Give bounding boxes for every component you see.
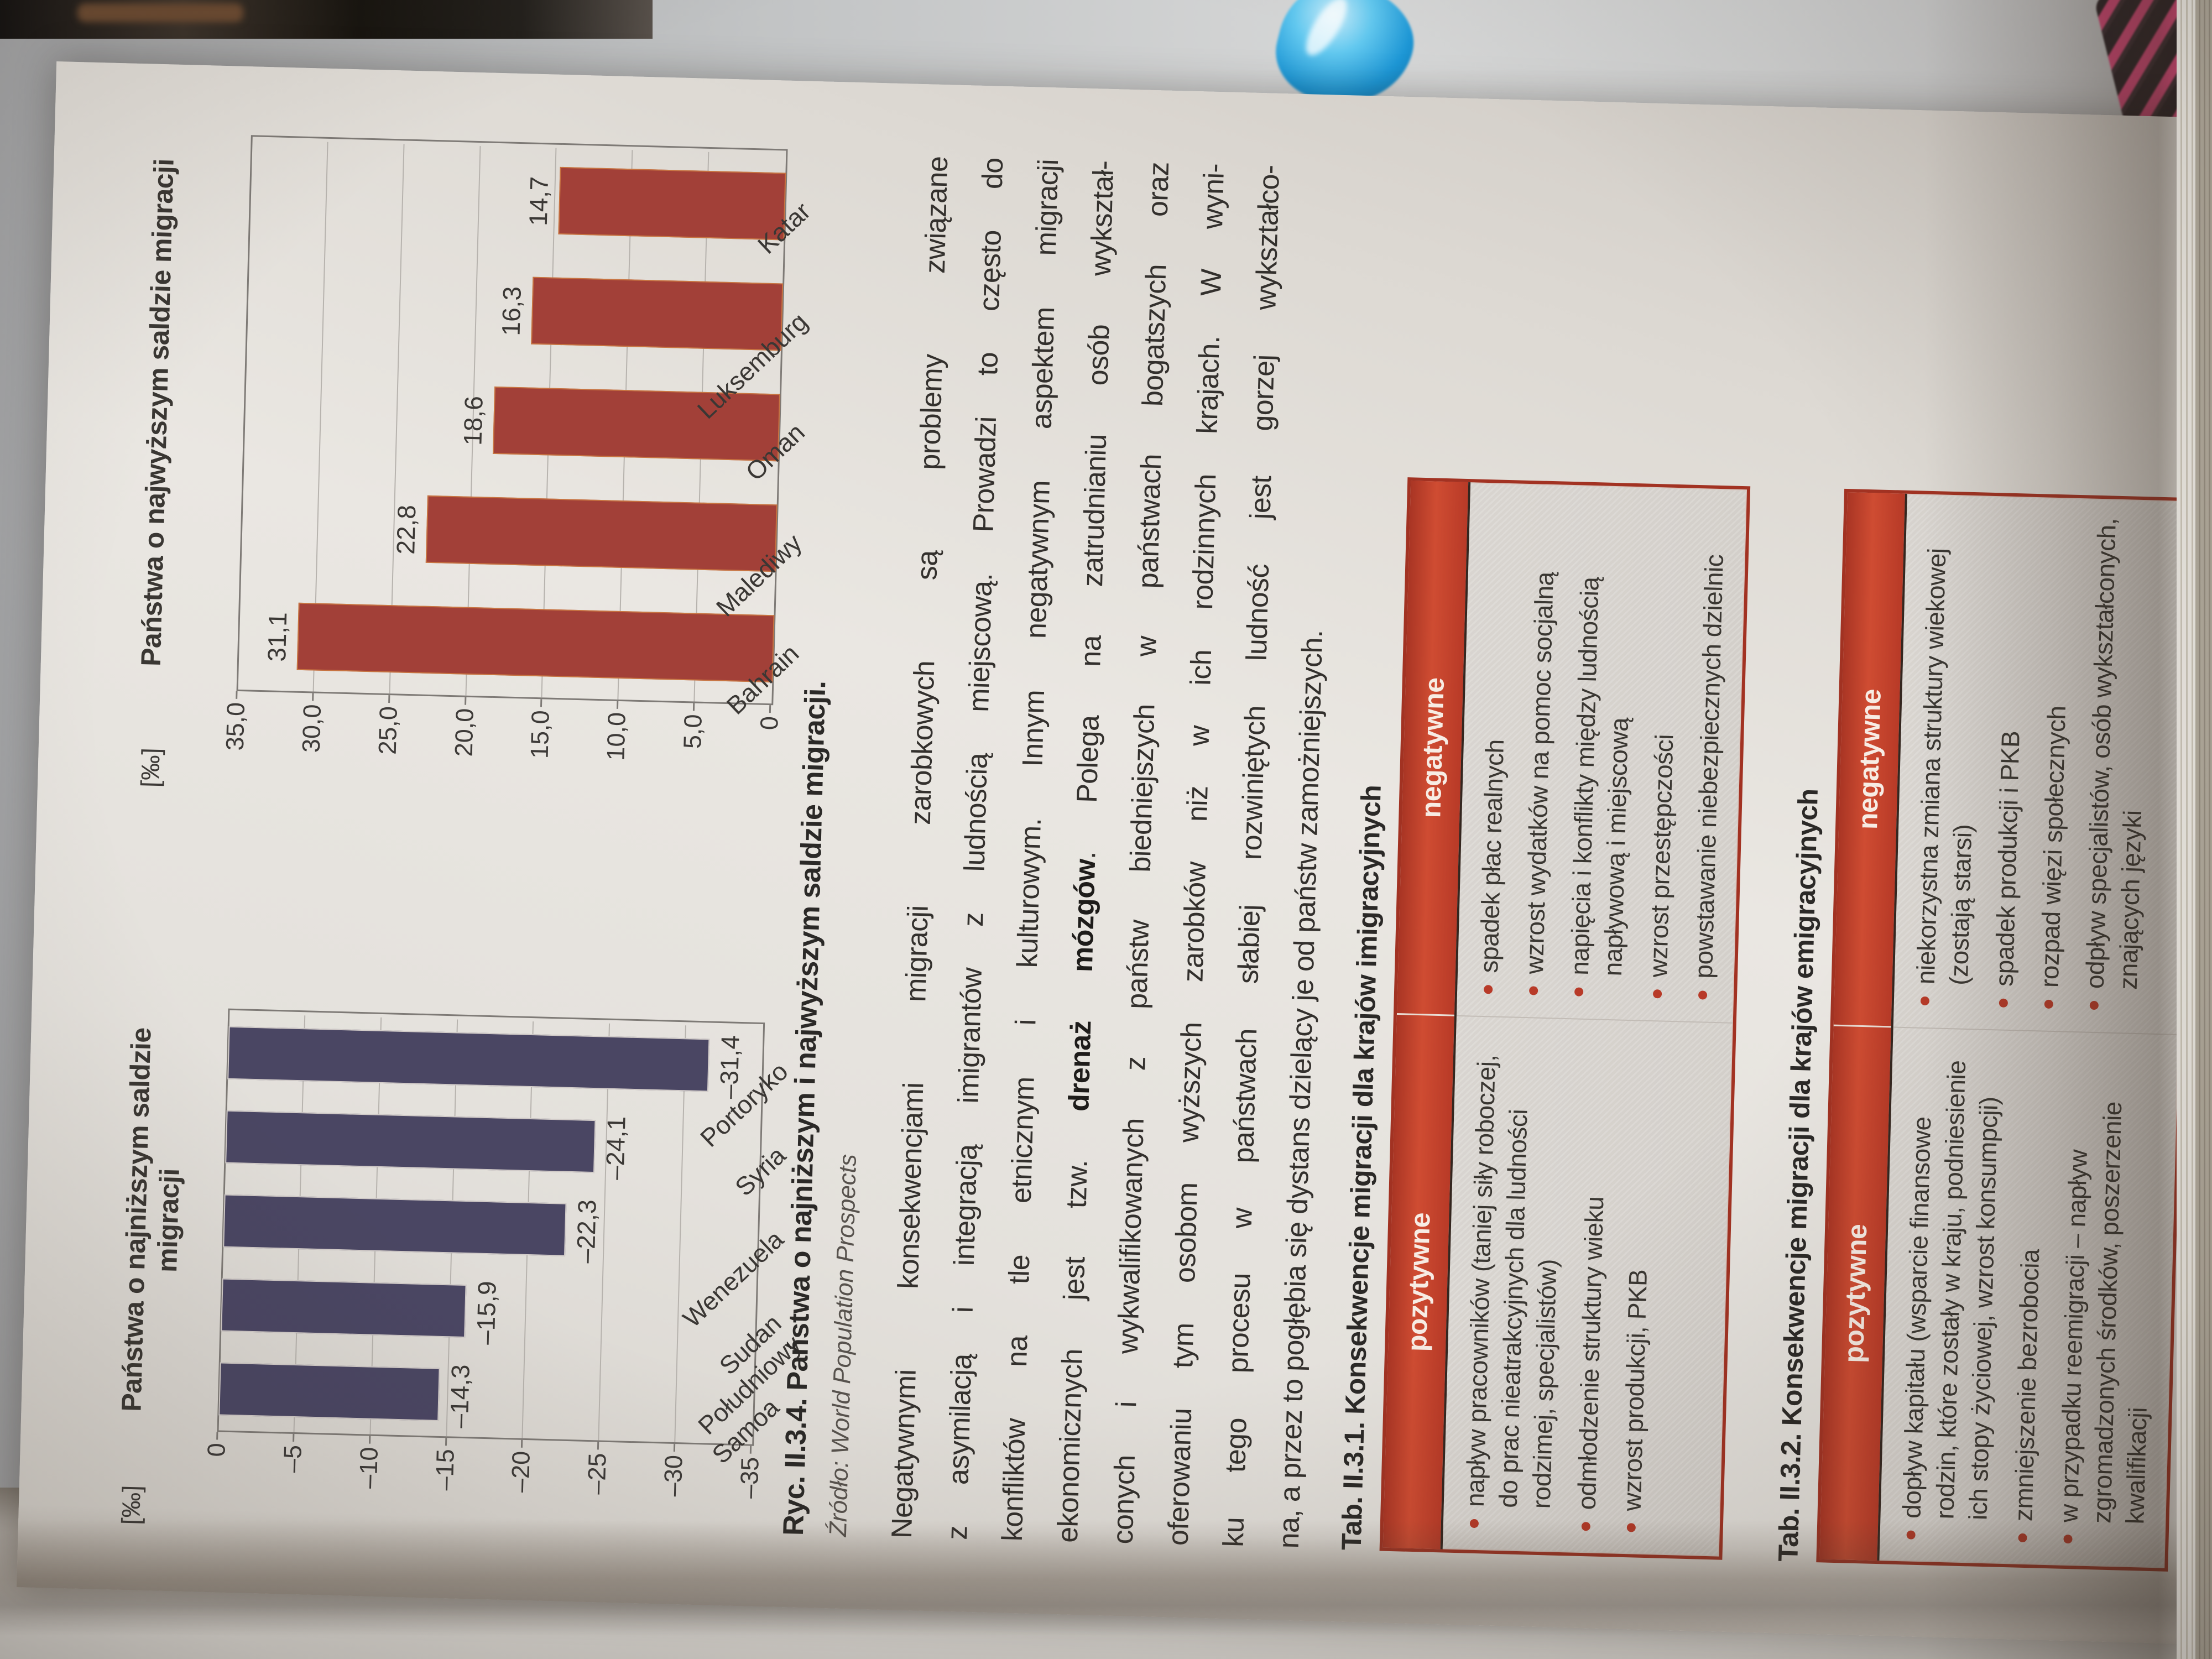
axis-tick-label: 5,0 (678, 713, 707, 749)
bar-bahrain (296, 602, 775, 683)
bullet-text: spadek płac realnych (1474, 739, 1510, 973)
textbook-page: [‰] Państwa o najniższym saldzie migracj… (17, 61, 2212, 1647)
table-1-heading: Tab. II.3.1. Konsekwencje migracji dla k… (1335, 784, 1387, 1551)
axis-tick-label: 30,0 (296, 703, 326, 753)
axis-tick-mark (617, 701, 619, 709)
bullet-item: odmłodzenie struktury wieku (1569, 1030, 1615, 1535)
table-immigration-consequences: pozytywne negatywne napływ pracowników (… (1379, 477, 1751, 1560)
bullet-text: wzrost przestępczości (1643, 734, 1679, 978)
column-header-negative: negatywne (1415, 677, 1450, 818)
page-stack-edge (2177, 0, 2195, 1659)
bold-term: drenaż mózgów (1063, 858, 1102, 1112)
bullet-item: napięcia i konflikty między ludnością na… (1562, 495, 1642, 1001)
column-header-positive: pozytywne (1819, 1025, 1891, 1561)
bar-malediwy (426, 495, 778, 572)
axis-tick-mark (236, 691, 238, 699)
bullet-text: wzrost produkcji, PKB (1617, 1269, 1653, 1512)
axis-tick-mark (388, 695, 390, 703)
bullet-text: powstawanie niebezpiecznych dzielnic (1688, 554, 1729, 979)
page-curl-shadow (1924, 0, 2179, 1659)
bullet-item: wzrost produkcji, PKB (1614, 1031, 1661, 1536)
bar-luksemburg (530, 276, 784, 351)
axis-tick-label: 35,0 (220, 702, 251, 752)
bullet-item: wzrost przestępczości (1641, 497, 1687, 1002)
text-segment: ekonomicznych jest tzw. (1051, 1111, 1095, 1543)
table-2-heading: Tab. II.3.2. Konsekwencje migracji dla k… (1772, 788, 1824, 1562)
positive-list: napływ pracowników (taniej siły roboczej… (1442, 1015, 1733, 1557)
axis-tick-mark (540, 699, 542, 707)
axis-tick-label: 10,0 (601, 712, 632, 761)
bar-katar (558, 166, 786, 241)
bullet-item: napływ pracowników (taniej siły roboczej… (1458, 1026, 1571, 1533)
category-label: Oman (740, 349, 821, 486)
bullet-text: wzrost wydatków na pomoc socjalną (1519, 571, 1559, 975)
body-paragraph: Negatywnymi konsekwencjami migracji zaro… (874, 155, 1353, 1549)
column-header-positive: pozytywne (1383, 1013, 1454, 1550)
axis-tick-mark (769, 705, 771, 713)
bullet-item: spadek płac realnych (1472, 493, 1518, 998)
bullet-item: powstawanie niebezpiecznych dzielnic (1686, 498, 1733, 1003)
value-label: 31,1 (262, 612, 292, 662)
gutter-fold-shadow (0, 1520, 2212, 1636)
bullet-dot (1698, 990, 1708, 1000)
value-label: 14,7 (523, 176, 554, 227)
bullet-dot (1528, 986, 1538, 995)
value-label: 18,6 (458, 395, 488, 446)
bullet-dot (1483, 985, 1493, 994)
axis-tick-mark (464, 697, 466, 705)
axis-tick-label: 15,0 (525, 709, 555, 759)
desk-edge-strip (0, 0, 653, 39)
bullet-text: napięcia i konflikty między ludnością na… (1564, 576, 1634, 977)
text-segment: na, a przez to pogłębia się dystans dzie… (1272, 629, 1329, 1549)
text-segment: . Polega na zatrudnianiu osób wykształ- (1070, 160, 1120, 860)
bullet-text: odmłodzenie struktury wieku (1572, 1196, 1609, 1510)
axis-tick-mark (311, 693, 314, 701)
bullet-text: napływ pracowników (taniej siły roboczej… (1460, 1054, 1562, 1509)
value-label: 22,8 (391, 504, 421, 555)
axis-tick-label: 0 (755, 716, 784, 731)
negative-list: spadek płac realnych wzrost wydatków na p… (1457, 482, 1747, 1022)
axis-tick-label: 20,0 (449, 707, 479, 757)
bullet-dot (1652, 989, 1662, 999)
column-header-negative: negatywne (1852, 688, 1887, 830)
bullet-item: wzrost wydatków na pomoc socjalną (1517, 494, 1563, 999)
bullet-dot (1574, 987, 1584, 997)
page-stack-outer-edge (2195, 0, 2212, 1659)
category-label: Katar (752, 136, 826, 259)
axis-tick-mark (693, 703, 695, 711)
axis-tick-label: 25,0 (373, 706, 403, 755)
